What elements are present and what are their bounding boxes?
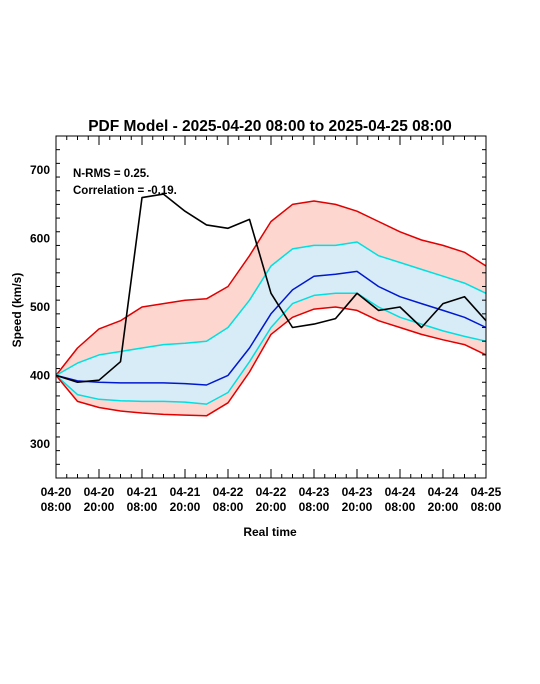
inner-lower-line [55,292,487,405]
x-tick-label: 04-23 [342,485,373,499]
x-tick-label: 20:00 [256,500,287,514]
x-axis-label: Real time [243,525,297,539]
y-tick-label: 300 [30,437,50,451]
x-tick-label: 20:00 [170,500,201,514]
x-tick-label: 08:00 [41,500,72,514]
x-tick-label: 04-22 [256,485,287,499]
x-tick-label: 08:00 [127,500,158,514]
x-axis-ticks: 04-2008:0004-2020:0004-2108:0004-2120:00… [41,136,502,514]
x-tick-label: 04-20 [84,485,115,499]
y-tick-label: 600 [30,232,50,246]
outer-lower-line [55,306,487,417]
x-tick-label: 04-25 [471,485,502,499]
x-tick-label: 04-20 [41,485,72,499]
y-tick-label: 500 [30,300,50,314]
nrms-annotation: N-RMS = 0.25. [73,168,149,180]
x-tick-label: 04-23 [299,485,330,499]
x-tick-label: 20:00 [428,500,459,514]
y-tick-label: 700 [30,163,50,177]
y-axis-label: Speed (km/s) [10,273,24,348]
median-line [55,270,487,386]
inner-upper-line [55,241,487,377]
inner-band [56,242,486,405]
outer-upper-line [55,200,487,376]
x-tick-label: 08:00 [299,500,330,514]
y-tick-label: 400 [30,368,50,382]
plot-area: 04-2008:0004-2020:0004-2108:0004-2120:00… [30,135,502,514]
x-tick-label: 04-22 [213,485,244,499]
observed-line [55,193,487,384]
x-tick-label: 04-24 [385,485,416,499]
x-tick-label: 20:00 [84,500,115,514]
x-tick-label: 04-21 [127,485,158,499]
x-tick-label: 04-21 [170,485,201,499]
x-tick-label: 08:00 [213,500,244,514]
y-axis-ticks: 300 400 500 600 700 [30,135,486,479]
x-tick-label: 20:00 [342,500,373,514]
correlation-annotation: Correlation = -0.19. [73,185,177,197]
x-tick-label: 04-24 [428,485,459,499]
series-lines [55,193,487,417]
chart-title: PDF Model - 2025-04-20 08:00 to 2025-04-… [88,118,452,135]
confidence-bands [56,201,486,416]
x-tick-label: 08:00 [471,500,502,514]
x-tick-label: 08:00 [385,500,416,514]
